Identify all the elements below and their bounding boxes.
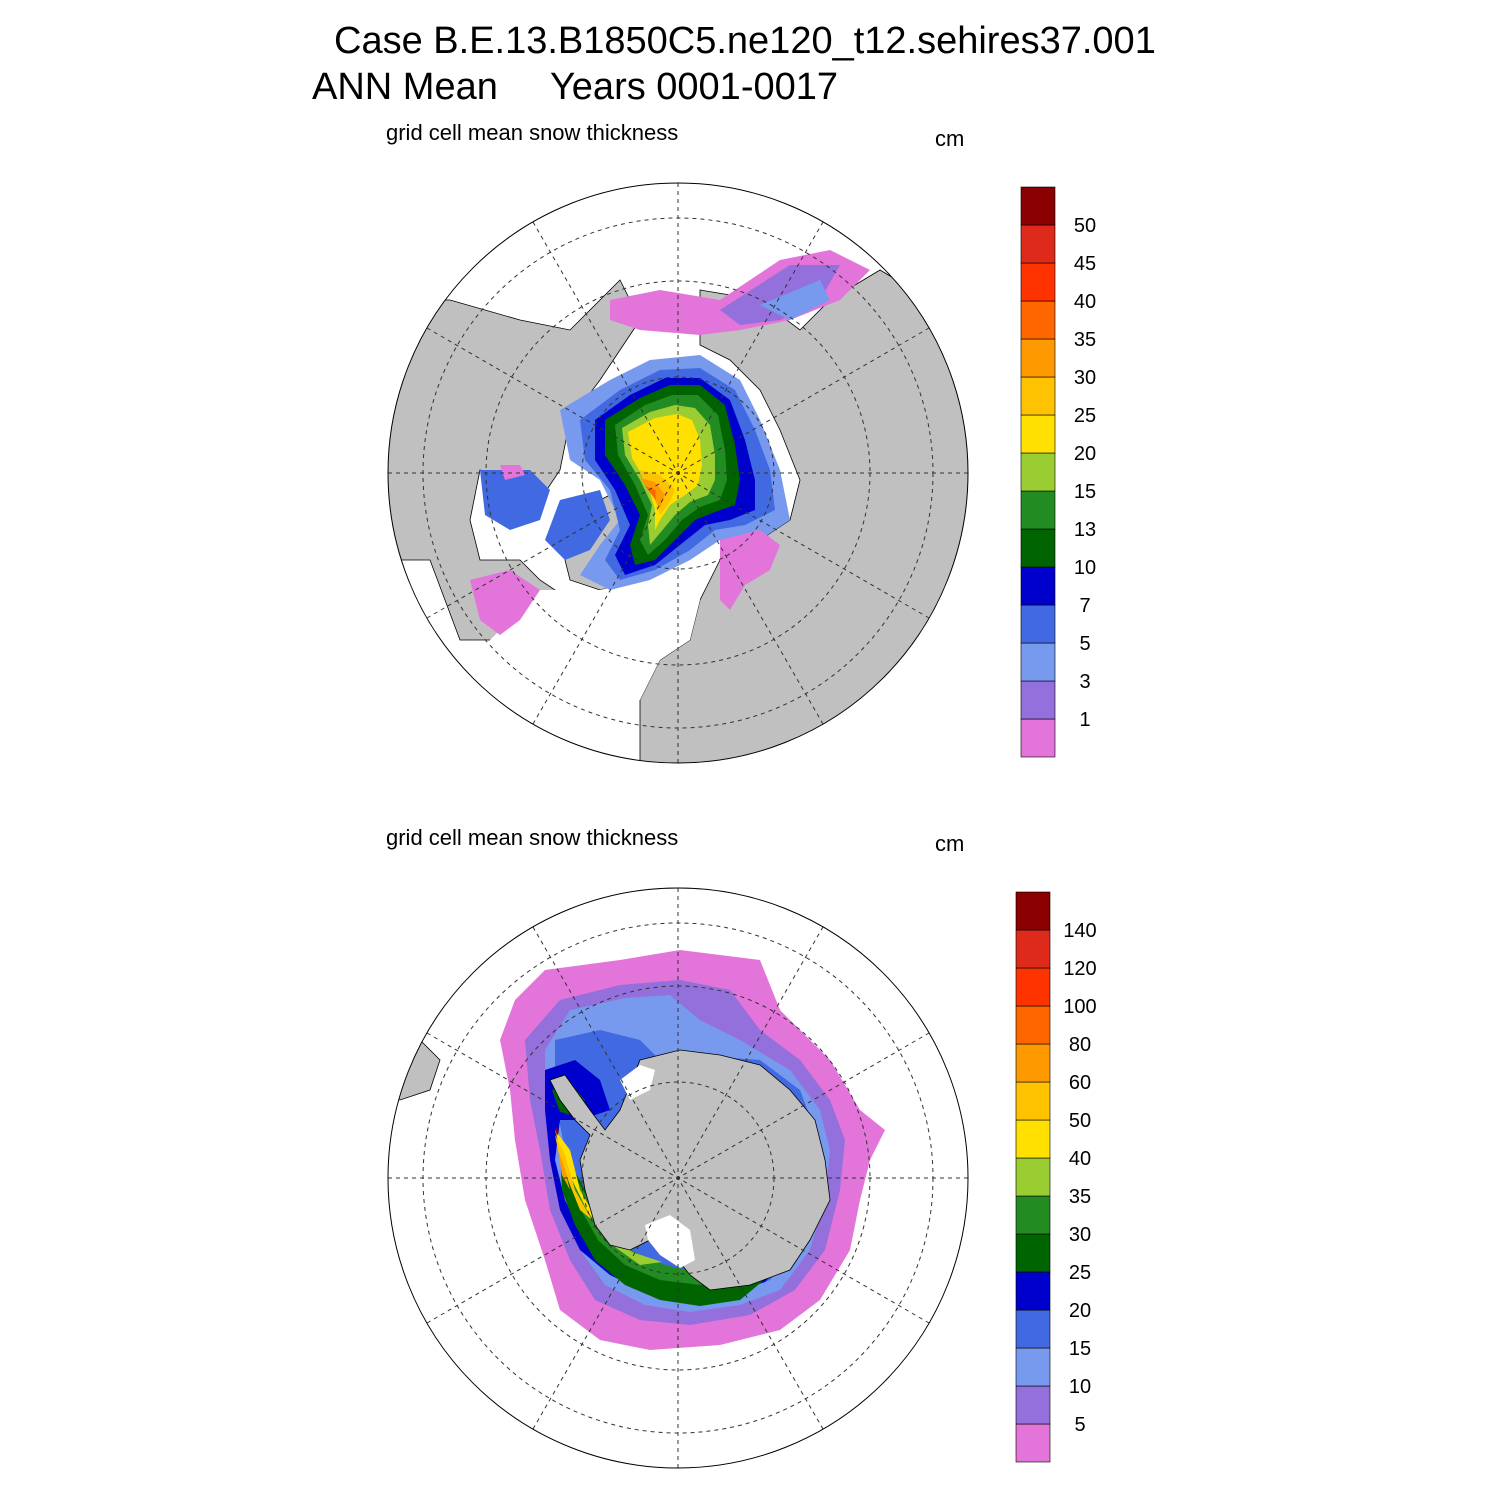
north-colorbar-label: 1 [1079,709,1090,731]
north-ocean-atlantic [490,560,700,720]
south-colorbar-label: 80 [1069,1034,1091,1056]
south-ice-band-140 [555,1128,559,1136]
north-colorbar-label: 30 [1074,367,1096,389]
north-colorbar-box [1020,224,1056,264]
north-map-border [387,182,969,764]
south-colorbar-label: 140 [1063,920,1096,942]
south-colorbar-box [1015,891,1051,931]
north-colorbar-label: 3 [1079,671,1090,693]
north-ice-hudson [480,470,550,530]
south-land-antarctica [549,1049,831,1291]
north-colorbar-box [1020,680,1056,720]
south-colorbar-box [1015,1157,1051,1197]
south-colorbar-label: 50 [1069,1110,1091,1132]
south-colorbar-label: 15 [1069,1338,1091,1360]
south-panel-title: grid cell mean snow thickness [386,825,679,850]
south-polar-map [387,887,969,1469]
south-ice-band-80 [558,1150,570,1190]
north-colorbar-box [1020,490,1056,530]
north-colorbar-box [1020,452,1056,492]
north-colorbar-label: 20 [1074,443,1096,465]
south-colorbar-box [1015,967,1051,1007]
north-colorbar-label: 50 [1074,215,1096,237]
north-colorbar-box [1020,338,1056,378]
south-colorbar-box [1015,1005,1051,1045]
north-colorbar-label: 7 [1079,595,1090,617]
south-graticule [388,888,968,1468]
north-colorbar-box [1020,718,1056,758]
south-colorbar: 5 10 15 20 25 30 35 40 50 60 80 100 120 140 [1015,891,1097,1463]
north-colorbar-label: 13 [1074,519,1096,541]
south-colorbar-box [1015,1233,1051,1273]
north-units-label: cm [935,126,965,151]
south-colorbar-label: 40 [1069,1148,1091,1170]
south-colorbar-box [1015,1423,1051,1463]
south-colorbar-box [1015,1195,1051,1235]
north-colorbar-label: 25 [1074,405,1096,427]
north-polar-map [387,182,969,764]
south-ice-weddell-30 [560,1150,770,1306]
figure-title-line1: Case B.E.13.B1850C5.ne120_t12.sehires37.… [334,20,1156,62]
north-colorbar-box [1020,376,1056,416]
north-panel-title: grid cell mean snow thickness [386,120,679,145]
north-ice-hudson-edge [500,465,525,480]
south-colorbar-box [1015,929,1051,969]
south-colorbar-label: 35 [1069,1186,1091,1208]
south-colorbar-label: 5 [1074,1414,1085,1436]
north-colorbar-label: 15 [1074,481,1096,503]
north-ice-band-25 [628,414,702,530]
north-colorbar-box [1020,186,1056,226]
north-colorbar-label: 10 [1074,557,1096,579]
south-colorbar-label: 60 [1069,1072,1091,1094]
south-colorbar-box [1015,1271,1051,1311]
north-ice-band-3b [760,280,830,320]
south-ice-band-60 [555,1135,592,1220]
south-colorbar-label: 20 [1069,1300,1091,1322]
south-units-label: cm [935,831,965,856]
north-colorbar-box [1020,414,1056,454]
south-colorbar-label: 30 [1069,1224,1091,1246]
north-graticule [388,183,968,763]
south-colorbar-label: 25 [1069,1262,1091,1284]
north-colorbar-box [1020,642,1056,682]
north-colorbar-label: 45 [1074,253,1096,275]
south-colorbar-box [1015,1119,1051,1159]
north-colorbar-box [1020,262,1056,302]
north-colorbar-label: 35 [1074,329,1096,351]
north-colorbar-box [1020,528,1056,568]
north-ice-baffin [545,490,610,560]
south-ice-band-50 [555,1130,628,1248]
south-map-border [387,887,969,1469]
south-colorbar-box [1015,1347,1051,1387]
north-colorbar-box [1020,566,1056,606]
south-colorbar-box [1015,1043,1051,1083]
north-colorbar-box [1020,604,1056,644]
south-colorbar-label: 120 [1063,958,1096,980]
north-colorbar-label: 5 [1079,633,1090,655]
south-colorbar-box [1015,1385,1051,1425]
south-colorbar-label: 10 [1069,1376,1091,1398]
north-ice-band-3 [720,265,840,325]
south-ice-shelf-ross [645,1215,695,1268]
figure-title-line2: ANN Mean Years 0001-0017 [312,66,839,108]
north-ice-band-40 [645,486,656,500]
north-colorbar-label: 40 [1074,291,1096,313]
south-colorbar-box [1015,1081,1051,1121]
north-colorbar-box [1020,300,1056,340]
south-colorbar-label: 100 [1063,996,1096,1018]
south-colorbar-box [1015,1309,1051,1349]
south-ice-shelf-weddell [620,1065,655,1100]
